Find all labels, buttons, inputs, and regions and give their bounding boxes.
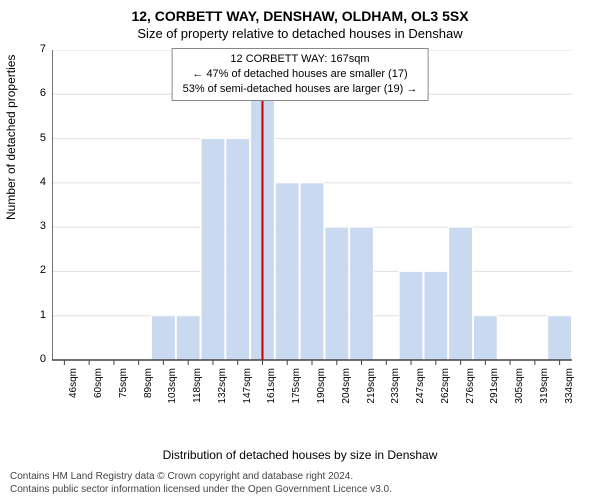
annotation-line3: 53% of semi-detached houses are larger (… (183, 82, 418, 97)
x-tick-label: 204sqm (341, 368, 352, 428)
x-tick-label: 319sqm (539, 368, 550, 428)
license-text: Contains HM Land Registry data © Crown c… (10, 470, 392, 496)
plot-area (52, 50, 572, 410)
x-tick-label: 305sqm (514, 368, 525, 428)
y-axis-label: Number of detached properties (4, 55, 18, 220)
x-tick-label: 190sqm (316, 368, 327, 428)
histogram-svg (52, 50, 572, 410)
x-tick-label: 233sqm (390, 368, 401, 428)
x-axis-label: Distribution of detached houses by size … (0, 448, 600, 462)
annotation-line2: ← 47% of detached houses are smaller (17… (183, 67, 418, 82)
x-tick-label: 247sqm (415, 368, 426, 428)
x-tick-label: 334sqm (564, 368, 575, 428)
x-tick-label: 276sqm (465, 368, 476, 428)
y-tick-label: 3 (32, 220, 46, 232)
annotation-box: 12 CORBETT WAY: 167sqm ← 47% of detached… (172, 48, 429, 101)
x-tick-label: 89sqm (143, 368, 154, 428)
y-tick-label: 4 (32, 176, 46, 188)
address-title: 12, CORBETT WAY, DENSHAW, OLDHAM, OL3 5S… (0, 8, 600, 24)
x-tick-label: 147sqm (242, 368, 253, 428)
y-tick-label: 2 (32, 264, 46, 276)
y-tick-label: 1 (32, 309, 46, 321)
x-tick-label: 161sqm (266, 368, 277, 428)
x-tick-label: 132sqm (217, 368, 228, 428)
x-tick-label: 75sqm (118, 368, 129, 428)
y-tick-label: 7 (32, 43, 46, 55)
license-line1: Contains HM Land Registry data © Crown c… (10, 470, 392, 483)
x-tick-label: 291sqm (489, 368, 500, 428)
subtitle: Size of property relative to detached ho… (0, 26, 600, 41)
x-tick-label: 103sqm (167, 368, 178, 428)
x-tick-label: 46sqm (68, 368, 79, 428)
annotation-line1: 12 CORBETT WAY: 167sqm (183, 52, 418, 67)
y-tick-label: 0 (32, 353, 46, 365)
x-tick-label: 118sqm (192, 368, 203, 428)
y-tick-label: 6 (32, 87, 46, 99)
x-tick-label: 262sqm (440, 368, 451, 428)
license-line2: Contains public sector information licen… (10, 483, 392, 496)
x-tick-label: 175sqm (291, 368, 302, 428)
y-tick-label: 5 (32, 132, 46, 144)
x-tick-label: 219sqm (366, 368, 377, 428)
chart-title-block: 12, CORBETT WAY, DENSHAW, OLDHAM, OL3 5S… (0, 0, 600, 41)
x-tick-label: 60sqm (93, 368, 104, 428)
